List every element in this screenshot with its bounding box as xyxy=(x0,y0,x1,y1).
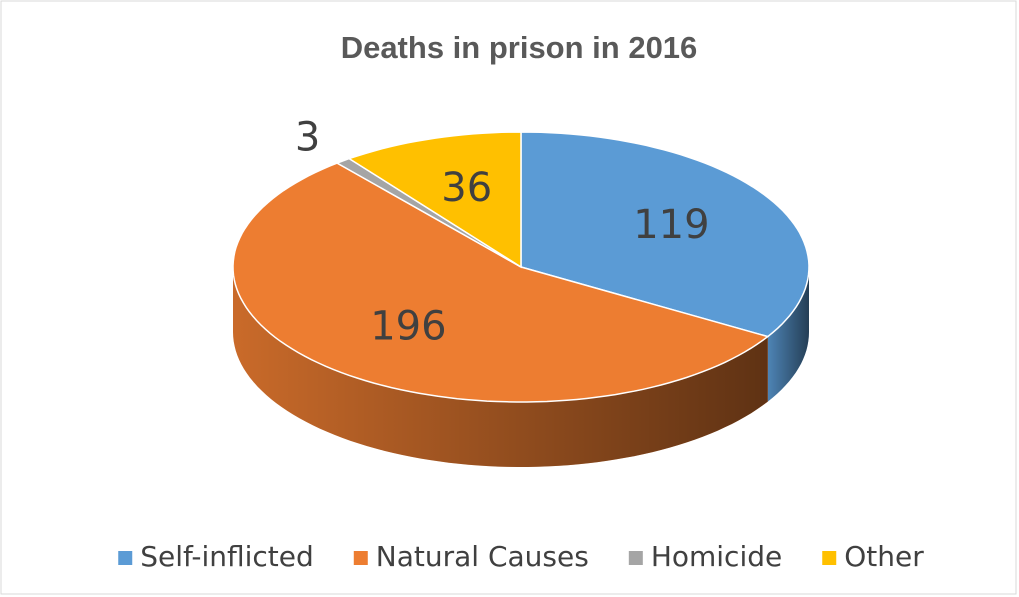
legend-swatch xyxy=(353,551,368,565)
data-label: 119 xyxy=(633,202,709,248)
pie-slice xyxy=(232,162,770,403)
chart-title: Deaths in prison in 2016 xyxy=(341,30,698,65)
pie-slice xyxy=(520,131,810,338)
legend-label: Other xyxy=(844,540,924,573)
legend-swatch xyxy=(628,551,643,565)
legend-swatch xyxy=(822,551,837,565)
legend-swatch xyxy=(118,551,133,565)
data-label: 36 xyxy=(441,165,492,211)
pie-side-shade xyxy=(233,267,768,467)
data-label: 196 xyxy=(370,303,446,349)
data-label: 3 xyxy=(295,115,320,161)
pie-side-shade xyxy=(767,267,809,402)
legend-label: Natural Causes xyxy=(376,540,589,573)
legend-label: Self-inflicted xyxy=(140,540,314,573)
legend-label: Homicide xyxy=(651,540,782,573)
pie-slice xyxy=(347,131,522,269)
